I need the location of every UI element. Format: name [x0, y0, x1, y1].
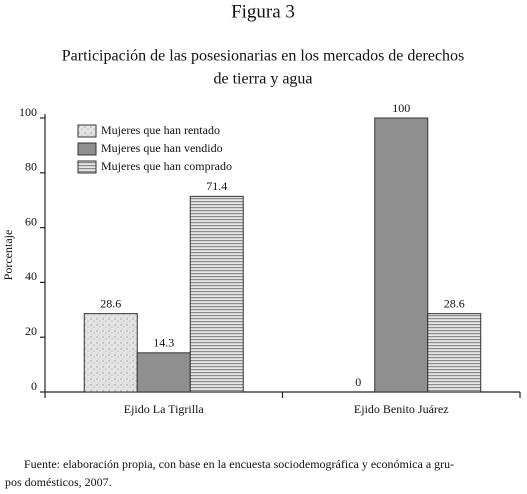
- source-note: pos domésticos, 2007.: [5, 475, 112, 489]
- y-tick-label: 20: [25, 324, 37, 338]
- x-tick-label: Ejido Benito Juárez: [354, 402, 449, 416]
- bar: [427, 313, 482, 393]
- y-tick-label: 40: [25, 269, 37, 283]
- value-label: 71.4: [206, 179, 227, 193]
- chart-title: Figura 3: [231, 1, 295, 22]
- value-label: 0: [355, 375, 361, 389]
- bar: [136, 352, 191, 393]
- chart-subtitle: de tierra y agua: [213, 71, 312, 88]
- value-label: 28.6: [444, 296, 465, 310]
- legend-label: Mujeres que han rentado: [101, 123, 220, 137]
- y-tick-label: 60: [25, 214, 37, 228]
- y-tick-label: 80: [25, 160, 37, 174]
- bar: [374, 117, 429, 393]
- bar: [83, 313, 138, 393]
- y-tick-label: 0: [31, 379, 37, 393]
- value-label: 100: [392, 101, 410, 115]
- x-tick-label: Ejido La Tigrilla: [124, 402, 205, 416]
- y-tick-label: 100: [19, 105, 37, 119]
- legend-swatch: [77, 124, 97, 138]
- legend-label: Mujeres que han comprado: [101, 159, 232, 173]
- bar: [189, 195, 244, 393]
- legend-swatch: [77, 142, 97, 156]
- value-label: 14.3: [153, 336, 174, 350]
- value-label: 28.6: [100, 296, 121, 310]
- legend-label: Mujeres que han vendido: [101, 141, 223, 155]
- chart-subtitle: Participación de las posesionarias en lo…: [62, 48, 465, 65]
- y-axis-label: Porcentaje: [1, 230, 15, 281]
- source-note: Fuente: elaboración propia, con base en …: [24, 457, 454, 471]
- legend-swatch: [77, 160, 97, 174]
